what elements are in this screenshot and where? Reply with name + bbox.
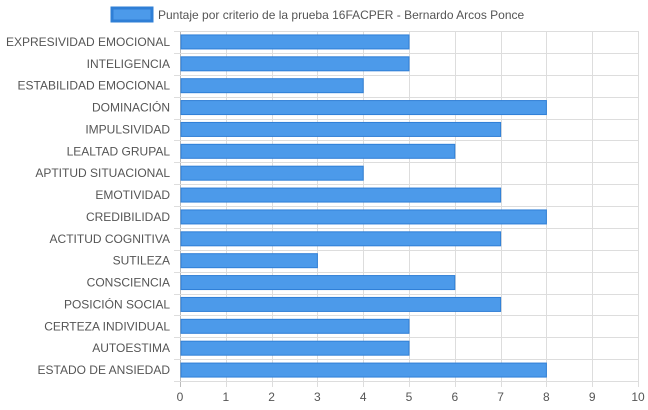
x-tick-label: 8 (543, 390, 550, 404)
category-label: ESTADO DE ANSIEDAD (38, 363, 171, 377)
category-labels: EXPRESIVIDAD EMOCIONAL INTELIGENCIA ESTABI… (6, 35, 170, 377)
bar[interactable] (180, 296, 502, 312)
category-label: POSICIÓN SOCIAL (64, 296, 170, 311)
x-tick-label: 0 (177, 390, 184, 404)
category-label: APTITUD SITUACIONAL (35, 166, 170, 180)
grid-lines (174, 31, 639, 387)
bars (180, 34, 547, 378)
x-axis-tick-labels: 0 1 2 3 4 5 6 7 8 9 10 (177, 390, 645, 404)
x-tick-label: 1 (222, 390, 229, 404)
bar[interactable] (180, 78, 364, 94)
x-tick-label: 5 (406, 390, 413, 404)
category-label: EXPRESIVIDAD EMOCIONAL (6, 35, 170, 49)
category-label: INTELIGENCIA (87, 57, 170, 71)
x-tick-label: 7 (497, 390, 504, 404)
x-tick-label: 6 (451, 390, 458, 404)
bar[interactable] (180, 209, 547, 225)
bar[interactable] (180, 100, 547, 116)
category-label: CERTEZA INDIVIDUAL (44, 319, 170, 333)
legend-swatch (110, 6, 154, 23)
category-label: ESTABILIDAD EMOCIONAL (18, 79, 171, 93)
bar[interactable] (180, 318, 410, 334)
bar[interactable] (180, 165, 364, 181)
category-label: IMPULSIVIDAD (85, 122, 170, 136)
x-tick-label: 4 (360, 390, 367, 404)
bar[interactable] (180, 253, 318, 269)
legend-label: Puntaje por criterio de la prueba 16FACP… (158, 8, 525, 22)
category-label: DOMINACIÓN (92, 100, 170, 115)
bar[interactable] (180, 121, 502, 137)
category-label: EMOTIVIDAD (95, 188, 170, 202)
bar[interactable] (180, 362, 547, 378)
legend[interactable]: Puntaje por criterio de la prueba 16FACP… (110, 6, 525, 23)
x-tick-label: 3 (314, 390, 321, 404)
x-tick-label: 10 (631, 390, 645, 404)
bar[interactable] (180, 340, 410, 356)
category-label: LEALTAD GRUPAL (67, 144, 171, 158)
bar[interactable] (180, 143, 456, 159)
category-label: ACTITUD COGNITIVA (50, 232, 170, 246)
bar[interactable] (180, 231, 502, 247)
category-label: CREDIBILIDAD (86, 210, 170, 224)
bar[interactable] (180, 56, 410, 72)
bar[interactable] (180, 275, 456, 291)
x-tick-label: 9 (589, 390, 596, 404)
category-label: CONSCIENCIA (87, 276, 170, 290)
category-label: SUTILEZA (113, 254, 170, 268)
bar[interactable] (180, 34, 410, 50)
bar[interactable] (180, 187, 502, 203)
x-tick-label: 2 (268, 390, 275, 404)
category-label: AUTOESTIMA (92, 341, 170, 355)
